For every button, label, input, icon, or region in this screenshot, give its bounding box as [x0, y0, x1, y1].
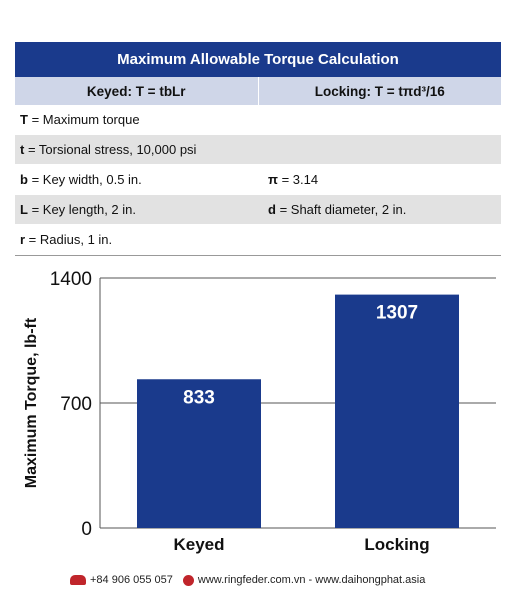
y-tick-label: 700: [60, 394, 92, 415]
locking-formula: Locking: T = tπd³/16: [257, 77, 502, 105]
y-tick-label: 1400: [50, 269, 92, 290]
bar-locking: [335, 294, 459, 528]
symbol: b: [20, 172, 28, 187]
table-row: T = Maximum torque: [15, 105, 501, 135]
y-axis-label: Maximum Torque, lb-ft: [23, 317, 40, 488]
table-row: b = Key width, 0.5 in. π = 3.14: [15, 165, 501, 195]
table-row: L = Key length, 2 in. d = Shaft diameter…: [15, 195, 501, 225]
keyed-formula: Keyed: T = tbLr: [86, 83, 186, 99]
phone-icon: [70, 575, 86, 585]
data-label: 833: [183, 387, 215, 408]
formula-header: Keyed: T = tbLr Locking: T = tπd³/16: [15, 77, 501, 105]
definition: = Radius, 1 in.: [25, 232, 113, 247]
symbol: t: [20, 142, 25, 157]
bar-keyed: [137, 379, 261, 528]
table-row: r = Radius, 1 in.: [15, 225, 501, 255]
table-title: Maximum Allowable Torque Calculation: [15, 42, 501, 77]
definition: = Torsional stress, 10,000 psi: [24, 142, 197, 157]
torque-table: Maximum Allowable Torque Calculation Key…: [15, 42, 501, 256]
torque-bar-chart: 0 700 1400 Maximum Torque, lb-ft 833 Keyed 130…: [23, 269, 496, 554]
footer-phone: +84 906 055 057: [90, 574, 173, 586]
x-tick-label: Locking: [364, 535, 429, 554]
data-label: 1307: [376, 303, 418, 324]
y-tick-label: 0: [81, 519, 92, 540]
definition: = Key length, 2 in.: [27, 202, 136, 217]
globe-icon: [182, 574, 194, 586]
footer: +84 906 055 057 www.ringfeder.com.vn - w…: [70, 574, 425, 586]
table-row: t = Torsional stress, 10,000 psi: [15, 135, 501, 165]
symbol: π: [268, 172, 278, 187]
definition: = 3.14: [277, 172, 319, 187]
definition: = Shaft diameter, 2 in.: [275, 202, 407, 217]
definition: = Key width, 0.5 in.: [27, 172, 142, 187]
x-tick-label: Keyed: [173, 535, 224, 554]
symbol: T: [20, 112, 28, 127]
footer-web: www.ringfeder.com.vn - www.daihongphat.a…: [197, 574, 426, 586]
symbol: r: [20, 232, 26, 247]
symbol: d: [268, 202, 276, 217]
symbol: L: [20, 202, 28, 217]
table-bottom-rule: [15, 255, 501, 256]
definition: = Maximum torque: [27, 112, 140, 127]
